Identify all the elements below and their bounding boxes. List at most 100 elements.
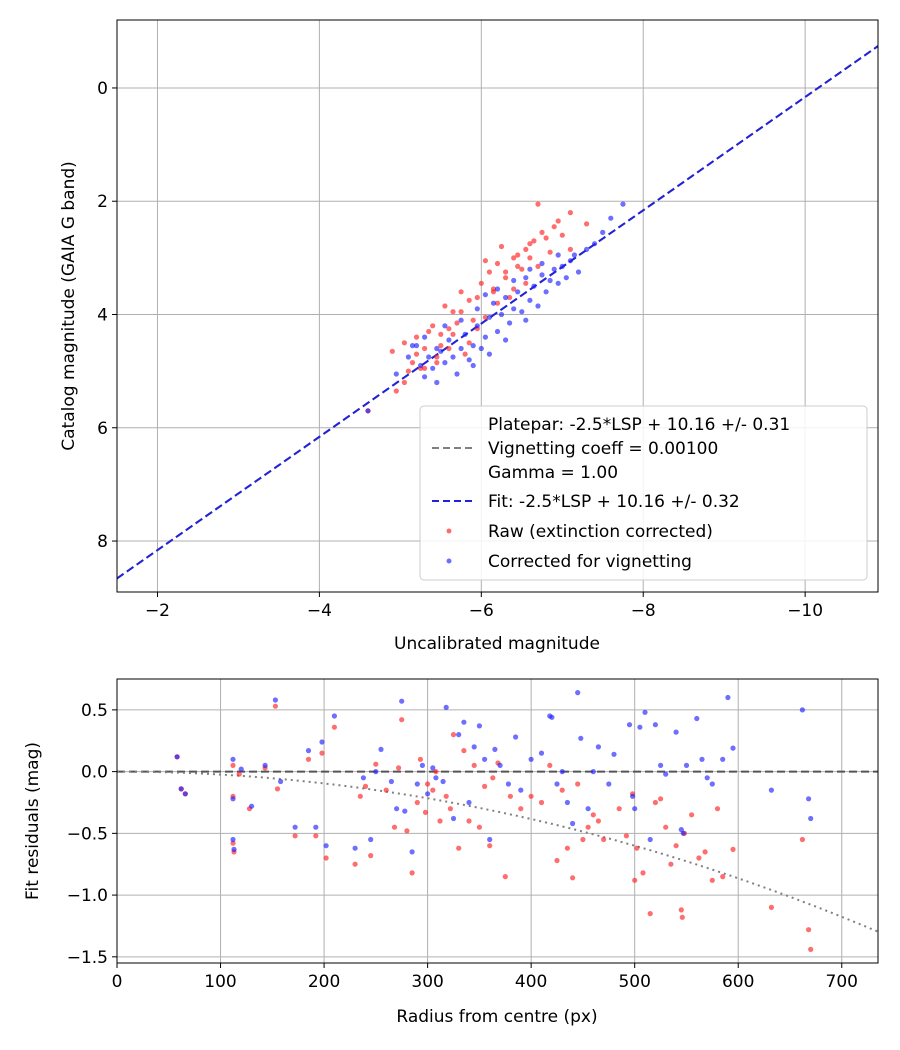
bottom-point-raw [564,845,571,851]
bottom-points [174,690,814,953]
top-fit-line [116,45,879,580]
top-point-corrected [474,306,480,312]
top-point-raw [515,263,521,269]
bottom-plot-frame [116,678,879,964]
top-point-corrected [555,280,561,286]
bottom-point-raw [476,824,482,830]
bottom-point-raw [430,787,436,793]
top-point-raw [434,360,440,366]
top-point-raw [559,232,565,238]
bottom-x-tick-label: 400 [515,972,547,992]
top-point-raw [430,323,436,329]
bottom-point-raw [230,840,236,846]
top-point-raw [523,246,529,252]
bottom-point-raw [518,806,524,812]
bottom-vignetting-curve [117,770,879,933]
top-x-ticks: −2 −4 −6 −8 −10 [145,592,823,621]
bottom-point-corrected [388,778,394,785]
top-point-corrected [511,277,517,284]
top-point-corrected [442,323,448,329]
bottom-point-raw [482,783,488,790]
top-point-corrected [531,283,537,289]
bottom-point-corrected [231,846,237,853]
top-point-corrected [490,300,497,306]
top-point-corrected [555,252,561,258]
bottom-point-corrected [513,734,519,740]
bottom-point-raw [647,911,653,917]
top-x-tick-label: −10 [787,601,823,621]
bottom-point-corrected [443,704,449,711]
top-plot-frame [116,19,879,593]
top-y-tick-label: 0 [97,79,108,99]
top-point-corrected [474,323,480,329]
legend-entry-raw: Raw (extinction corrected) [488,522,713,542]
bottom-point-raw [383,787,389,793]
legend-entry-platepar: Platepar: -2.5*LSP + 10.16 +/- 0.31 [488,415,790,435]
bottom-point-corrected [806,796,812,802]
bottom-point-raw [404,828,410,834]
bottom-y-tick-label: −0.5 [67,824,108,844]
top-x-tick-label: −2 [145,601,170,621]
bottom-x-tick-label: 0 [112,972,123,992]
bottom-point-corrected [680,830,686,836]
top-point-raw [438,331,444,337]
top-point-corrected [523,317,529,323]
bottom-point-raw [466,818,472,824]
bottom-point-raw [409,870,415,876]
bottom-point-corrected [658,762,664,769]
bottom-point-corrected [642,709,648,715]
bottom-point-corrected [575,690,581,696]
bottom-point-raw [417,756,423,762]
top-point-corrected [608,215,614,221]
bottom-point-corrected [492,746,498,753]
top-point-raw [567,210,574,216]
top-point-raw [393,388,399,394]
bottom-y-tick-label: −1.5 [67,948,108,968]
top-point-corrected [458,345,464,352]
bottom-point-corrected [278,778,284,785]
bottom-point-corrected [230,756,236,762]
bottom-x-ticks: 0 100 200 300 400 500 600 700 [112,963,858,992]
bottom-point-corrected [230,796,236,802]
top-point-corrected [405,354,411,360]
top-point-raw [535,201,541,207]
top-y-tick-label: 4 [97,305,108,325]
bottom-chart: 0 100 200 300 400 500 600 700 0.5 0.0 −0.5 −1.0 −1.… [23,678,879,1027]
bottom-point-raw [323,855,329,861]
top-point-corrected [462,331,468,337]
top-point-raw [482,258,488,264]
bottom-y-tick-label: −1.0 [67,886,108,906]
legend-entry-fit: Fit: -2.5*LSP + 10.16 +/- 0.32 [488,492,740,512]
top-y-tick-label: 2 [97,192,108,212]
top-point-corrected [365,408,371,414]
bottom-point-raw [640,870,646,876]
bottom-point-raw [658,796,664,802]
top-point-raw [490,286,497,292]
top-point-corrected [592,241,598,247]
bottom-point-raw [730,846,736,853]
bottom-point-corrected [466,799,472,806]
bottom-point-raw [313,833,319,839]
top-point-corrected [409,343,416,349]
bottom-point-corrected [249,803,255,809]
top-point-corrected [426,354,432,360]
top-point-raw [535,263,541,269]
top-point-corrected [486,351,492,357]
top-point-raw [434,354,440,360]
top-point-raw [466,297,472,303]
bottom-point-raw [437,818,443,824]
top-point-corrected [454,371,460,377]
bottom-point-raw [702,849,708,855]
bottom-point-corrected [570,820,576,827]
top-point-corrected [413,343,420,349]
bottom-point-corrected [461,719,467,725]
top-point-raw [511,255,517,261]
top-point-raw [498,243,505,250]
top-point-raw [446,326,452,332]
bottom-y-ticks: 0.5 0.0 −0.5 −1.0 −1.5 [67,701,117,968]
bottom-point-raw [373,761,379,767]
top-point-raw [422,365,428,371]
bottom-point-raw [696,855,702,861]
top-point-corrected [446,337,452,343]
top-point-corrected [470,362,476,369]
